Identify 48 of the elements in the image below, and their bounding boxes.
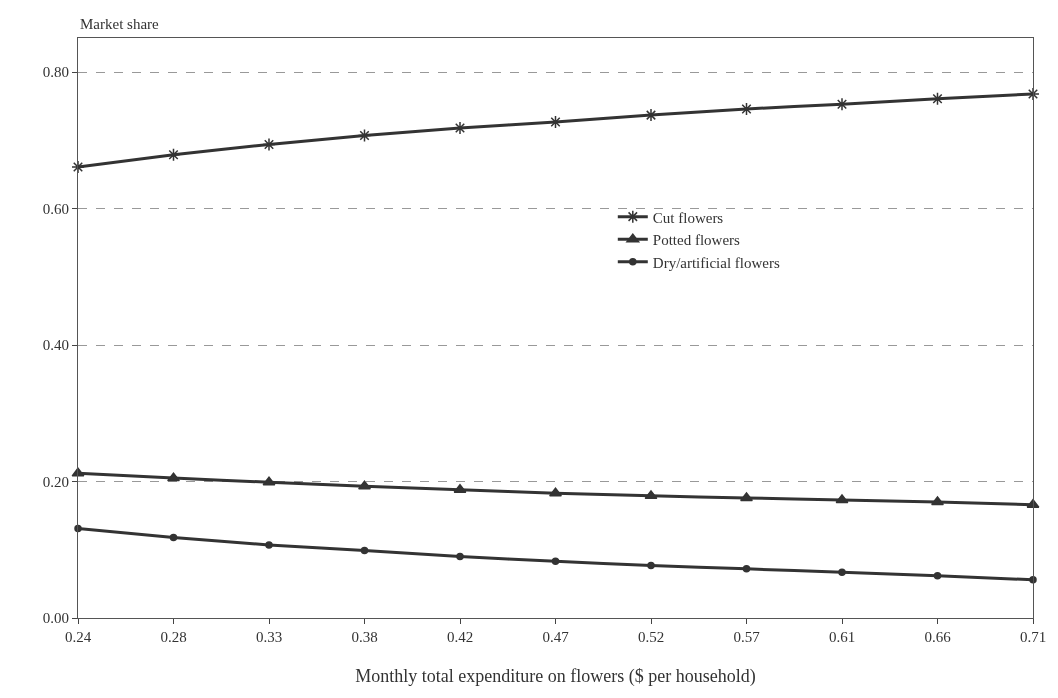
x-axis-title: Monthly total expenditure on flowers ($ per household) (355, 666, 756, 688)
point (551, 557, 560, 566)
point (742, 565, 751, 573)
point (262, 476, 276, 486)
point (265, 541, 273, 549)
point (1026, 87, 1040, 101)
x-tick-label: 0.57 (733, 629, 761, 645)
x-tick-label: 0.28 (160, 629, 187, 645)
x-tick-label: 0.47 (542, 629, 570, 645)
legend-label: Potted flowers (652, 232, 741, 248)
point (71, 160, 85, 174)
point (1029, 576, 1037, 584)
point (835, 494, 849, 504)
y-tick-label: 0.60 (42, 200, 69, 217)
point (548, 115, 563, 129)
point (169, 533, 178, 542)
y-tick-label: 0.80 (42, 64, 69, 81)
x-tick-label: 0.24 (64, 629, 92, 645)
x-tick-label: 0.61 (828, 629, 856, 645)
point (453, 483, 467, 493)
point (647, 561, 655, 570)
point (933, 571, 942, 580)
point (71, 467, 85, 477)
point (835, 97, 849, 111)
point (262, 137, 276, 152)
y-tick-label: 0.20 (42, 473, 69, 490)
legend-label: Cut flowers (652, 209, 724, 226)
y-tick-label: 0.40 (42, 337, 69, 354)
point (456, 552, 464, 561)
x-tick-label: 0.33 (255, 629, 283, 645)
point (357, 128, 372, 143)
y-axis-title: Market share (80, 16, 160, 32)
legend-label: Dry/artificial flowers (652, 254, 780, 271)
x-tick-label: 0.42 (446, 629, 474, 645)
y-tick-label: 0.00 (42, 610, 69, 627)
x-tick-label: 0.71 (1019, 629, 1047, 645)
point (930, 91, 945, 106)
point (739, 102, 754, 116)
point (166, 147, 181, 162)
point (644, 490, 658, 500)
point (360, 546, 369, 555)
x-tick-label: 0.38 (351, 629, 378, 645)
point (74, 524, 82, 533)
point (453, 121, 467, 135)
x-tick-label: 0.66 (924, 629, 952, 645)
point (838, 568, 846, 577)
point (644, 108, 658, 122)
x-tick-label: 0.52 (637, 629, 665, 645)
